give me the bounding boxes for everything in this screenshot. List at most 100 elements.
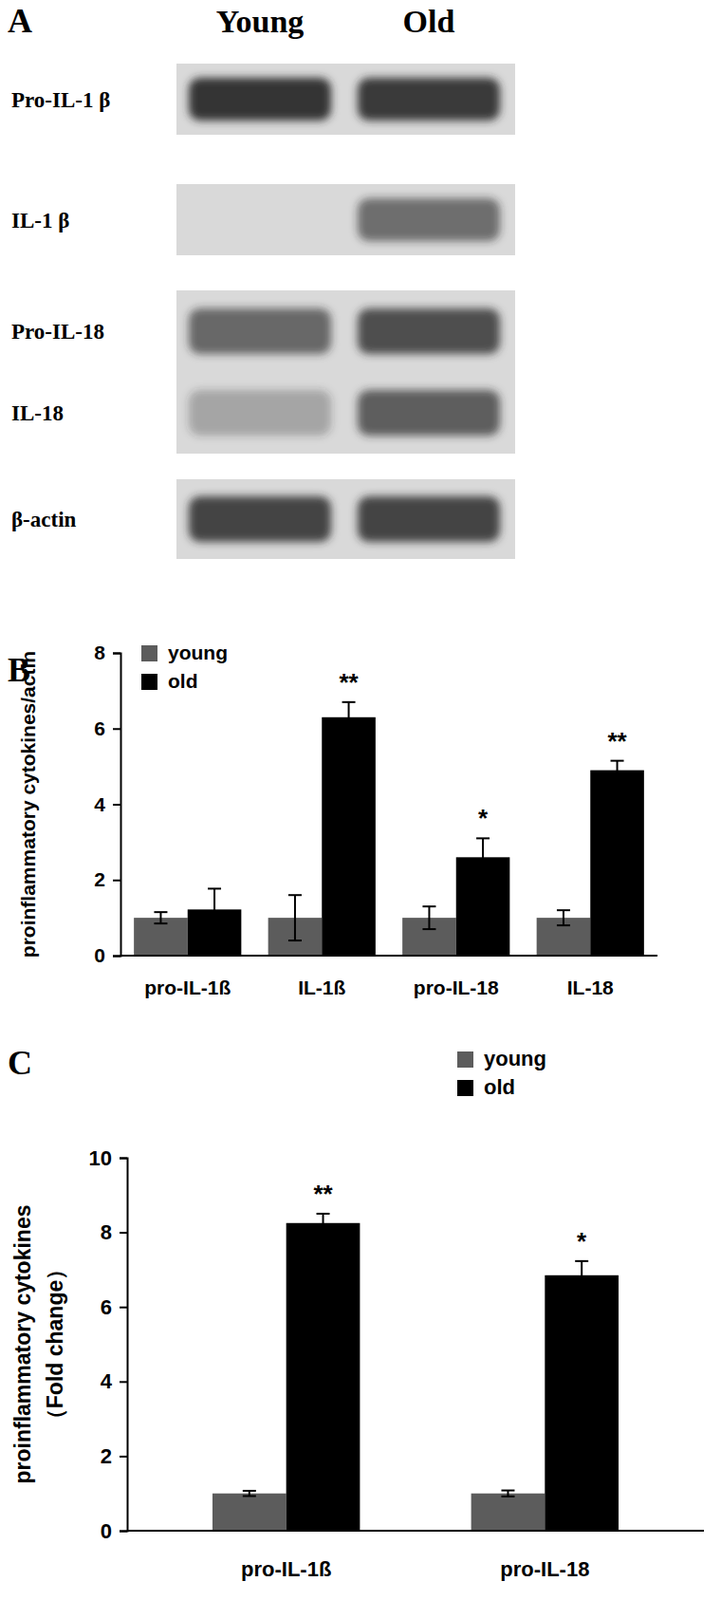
y-tick-label: 2 bbox=[100, 1443, 112, 1468]
panel-label: A bbox=[7, 1, 33, 40]
bar bbox=[321, 717, 376, 956]
y-axis: 0246810 bbox=[89, 1146, 129, 1543]
error-bar bbox=[348, 702, 351, 733]
y-axis-title-line: proinflammatory cytokines bbox=[10, 1204, 36, 1484]
error-bar bbox=[481, 837, 484, 876]
y-axis-line bbox=[112, 653, 122, 957]
x-tick: IL-1ß bbox=[297, 955, 346, 999]
y-tick-label: 8 bbox=[93, 641, 106, 664]
blot-band bbox=[357, 308, 500, 354]
x-tick-label: IL-18 bbox=[567, 976, 614, 999]
y-tick-label: 0 bbox=[93, 943, 106, 966]
error-cap bbox=[288, 893, 302, 896]
error-bar bbox=[580, 1260, 583, 1290]
row-label: Pro-IL-1 β bbox=[11, 88, 111, 112]
x-tick: pro-IL-1ß bbox=[240, 1530, 332, 1581]
annotation: * bbox=[478, 803, 489, 832]
error-bar bbox=[562, 909, 565, 925]
plot-area bbox=[133, 702, 645, 956]
legend-label: old bbox=[167, 669, 199, 692]
blot-panel: AYoungOldPro-IL-1 βIL-1 βPro-IL-18IL-18β… bbox=[7, 1, 516, 559]
legend: youngold bbox=[457, 1046, 547, 1099]
error-bar bbox=[322, 1213, 325, 1233]
error-bar bbox=[427, 905, 430, 929]
x-tick-label: IL-1ß bbox=[297, 976, 346, 999]
figure: AYoungOldPro-IL-1 βIL-1 βPro-IL-18IL-18β… bbox=[0, 0, 721, 1600]
lane-label: Young bbox=[216, 3, 305, 39]
y-tick-mark bbox=[119, 1530, 128, 1533]
blot-strip bbox=[176, 184, 516, 256]
y-tick: 0 bbox=[100, 1518, 128, 1543]
x-axis-line bbox=[127, 1529, 704, 1532]
blot-band bbox=[357, 198, 500, 241]
y-axis-title-line: proinflammatory cytokines/actin bbox=[17, 650, 39, 958]
bar bbox=[286, 1222, 361, 1531]
error-cap bbox=[556, 908, 571, 911]
x-axis: pro-IL-1ß pro-IL-18 bbox=[127, 1530, 704, 1581]
y-tick-mark bbox=[112, 727, 121, 730]
y-tick: 2 bbox=[93, 868, 121, 890]
error-bar bbox=[159, 911, 162, 924]
blot-band bbox=[357, 496, 500, 542]
annotation: * bbox=[576, 1226, 588, 1256]
blot-strip bbox=[176, 290, 516, 454]
error-cap bbox=[500, 1495, 515, 1498]
y-tick-label: 2 bbox=[93, 868, 106, 890]
y-axis: 0 2 4 6 8 bbox=[93, 641, 121, 966]
y-axis-title: proinflammatory cytokines/actin bbox=[17, 650, 39, 958]
x-tick-label: pro-IL-18 bbox=[413, 976, 500, 999]
blot-band bbox=[188, 198, 332, 241]
error-cap bbox=[610, 778, 625, 781]
legend-swatch bbox=[141, 645, 158, 662]
error-bar bbox=[213, 887, 216, 930]
y-tick-mark bbox=[119, 1380, 128, 1383]
y-tick-mark bbox=[119, 1231, 128, 1234]
y-tick: 6 bbox=[93, 717, 121, 740]
y-tick-label: 6 bbox=[100, 1294, 112, 1319]
legend-swatch bbox=[457, 1079, 474, 1096]
y-axis-line bbox=[119, 1158, 129, 1532]
blot-band bbox=[188, 308, 332, 354]
blot-band bbox=[188, 389, 332, 436]
error-cap bbox=[153, 922, 167, 925]
y-tick-label: 6 bbox=[93, 717, 106, 740]
chart-panel: C0246810pro-IL-1ßpro-IL-18proinflammator… bbox=[7, 1043, 704, 1581]
legend-swatch bbox=[457, 1051, 474, 1068]
y-axis-title-line: （Fold change） bbox=[42, 1257, 68, 1430]
row-label: IL-1 β bbox=[11, 208, 70, 233]
error-cap bbox=[207, 887, 222, 889]
plot-area bbox=[212, 1213, 619, 1531]
y-tick-label: 10 bbox=[89, 1146, 112, 1170]
y-tick-label: 4 bbox=[93, 793, 106, 815]
error-cap bbox=[574, 1288, 589, 1291]
x-tick: pro-IL-18 bbox=[413, 955, 500, 999]
legend-label: young bbox=[167, 641, 228, 664]
error-cap bbox=[574, 1259, 589, 1262]
legend-label: old bbox=[483, 1074, 516, 1099]
legend: young old bbox=[141, 641, 228, 692]
bar bbox=[471, 1493, 546, 1531]
y-tick: 10 bbox=[89, 1146, 128, 1170]
error-cap bbox=[316, 1212, 331, 1215]
chart-panel: B02468pro-IL-1ßIL-1ßpro-IL-18IL-18proinf… bbox=[7, 641, 658, 999]
error-cap bbox=[242, 1494, 257, 1497]
blot-band bbox=[357, 389, 500, 436]
error-bar bbox=[294, 894, 296, 941]
y-tick: 4 bbox=[100, 1368, 128, 1393]
y-tick-mark bbox=[112, 652, 121, 655]
error-cap bbox=[476, 874, 490, 877]
y-tick-mark bbox=[112, 955, 121, 958]
blot-band bbox=[357, 77, 500, 121]
y-tick-label: 0 bbox=[100, 1518, 112, 1543]
y-tick: 0 bbox=[93, 943, 121, 966]
error-cap bbox=[242, 1489, 257, 1492]
y-tick-mark bbox=[119, 1455, 128, 1458]
blot-strip bbox=[176, 63, 516, 135]
error-cap bbox=[500, 1489, 515, 1492]
x-tick-label: pro-IL-18 bbox=[499, 1556, 590, 1581]
x-tick: pro-IL-18 bbox=[499, 1530, 590, 1581]
y-tick: 2 bbox=[100, 1443, 128, 1468]
annotation: ** bbox=[338, 667, 359, 697]
x-tick: pro-IL-1ß bbox=[144, 955, 231, 999]
error-cap bbox=[288, 939, 302, 942]
